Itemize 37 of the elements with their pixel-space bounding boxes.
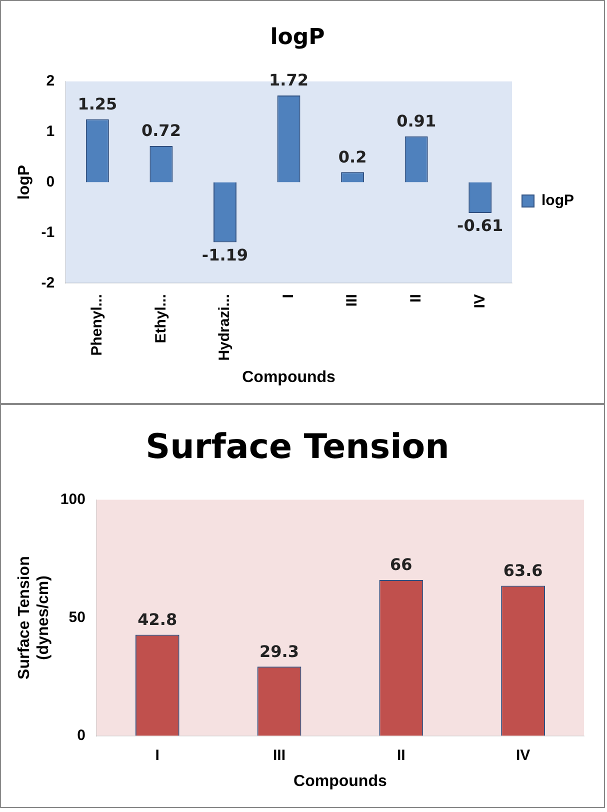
y-tick-label: 100 xyxy=(60,490,86,508)
data-label: 1.25 xyxy=(78,94,118,114)
y-tick-label: 0 xyxy=(77,726,86,744)
data-label: 29.3 xyxy=(260,642,300,661)
chart-title: logP xyxy=(270,24,325,50)
y-tick-label: 50 xyxy=(68,608,86,626)
data-label: 0.72 xyxy=(141,121,181,140)
data-label: 1.72 xyxy=(269,70,309,90)
x-tick-label: Phenyl... xyxy=(88,294,106,356)
x-tick-label: I xyxy=(280,294,297,298)
x-tick-label: Ethyl... xyxy=(152,294,170,344)
x-tick-label: II xyxy=(407,294,424,302)
y-tick-label: 2 xyxy=(46,72,55,90)
legend-label: logP xyxy=(542,192,574,210)
data-label: 0.2 xyxy=(338,147,367,166)
y-tick-label: 1 xyxy=(46,122,55,140)
data-label: 66 xyxy=(390,555,412,574)
y-axis-title: logP xyxy=(16,164,34,200)
x-tick-label: II xyxy=(396,746,406,764)
x-tick-label: IV xyxy=(516,746,530,764)
x-tick-label: III xyxy=(344,294,361,307)
x-axis-title: Compounds xyxy=(242,368,336,386)
data-label: 0.91 xyxy=(396,112,436,131)
x-tick-label: IV xyxy=(471,294,488,308)
y-tick-label: 0 xyxy=(46,173,55,190)
data-label: -1.19 xyxy=(202,245,248,264)
x-tick-label: I xyxy=(155,746,160,764)
y-axis-title: Surface Tension (dynes/cm) xyxy=(16,556,52,680)
x-tick-label: Hydrazi... xyxy=(216,294,234,361)
data-label: -0.61 xyxy=(457,216,504,236)
y-tick-label: -1 xyxy=(41,224,55,241)
x-tick-label: III xyxy=(273,746,286,764)
data-label: 42.8 xyxy=(138,610,178,629)
x-axis-title: Compounds xyxy=(294,772,387,790)
y-tick-label: -2 xyxy=(41,274,55,292)
data-label: 63.6 xyxy=(503,560,543,580)
chart-title: Surface Tension xyxy=(146,427,450,468)
